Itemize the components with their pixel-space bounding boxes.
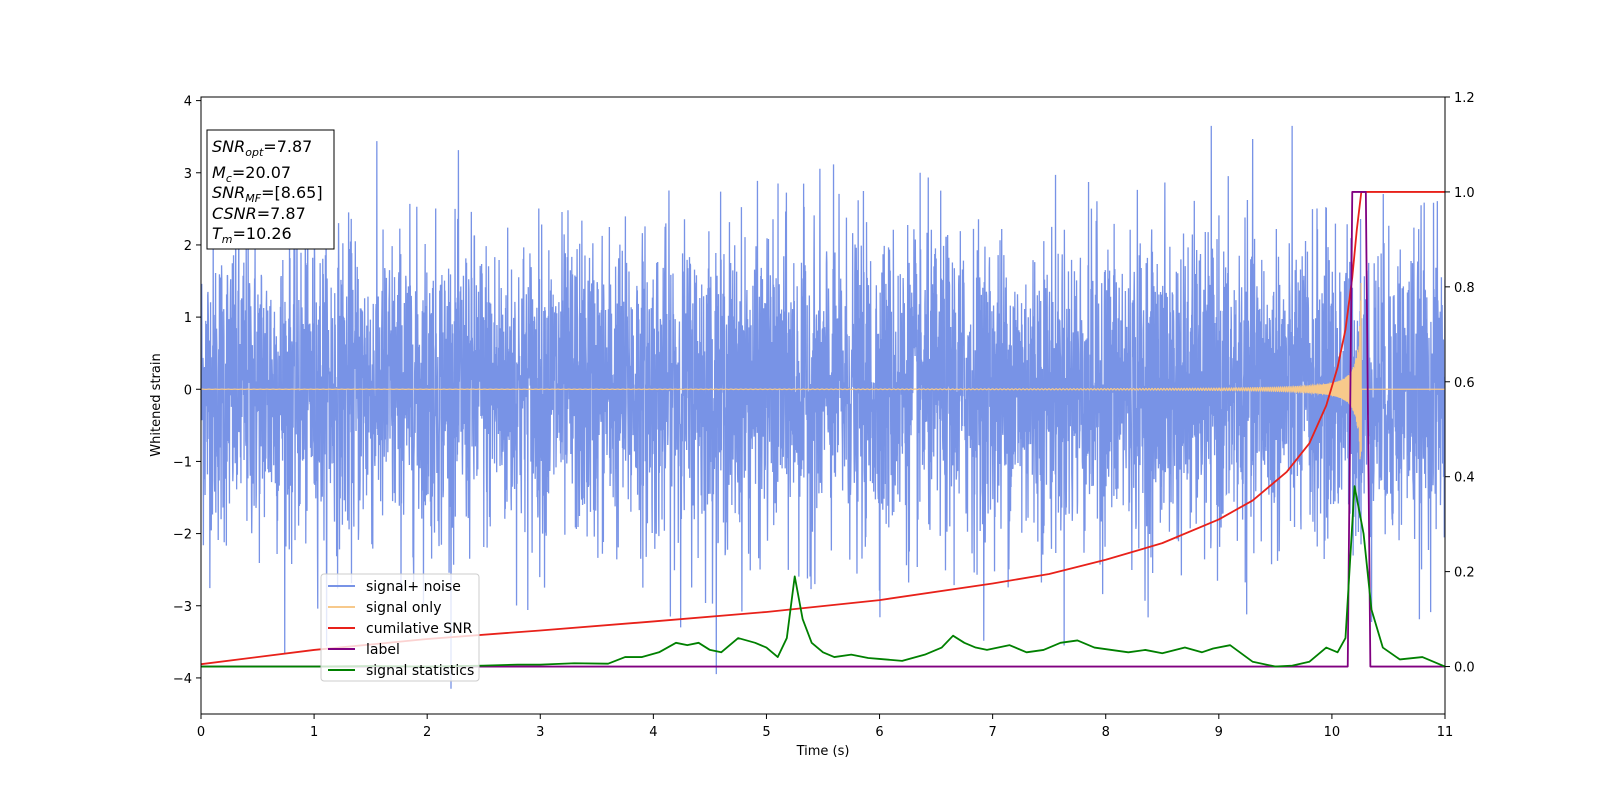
y2-tick-label: 0.6 [1454, 376, 1475, 391]
series-signal-noise [201, 125, 1445, 689]
info-tm: Tm=10.26 [212, 224, 292, 246]
y-axis-right: 0.0 0.2 0.4 0.6 0.8 1.0 1.2 [1445, 91, 1475, 676]
y2-tick-label: 1.2 [1454, 91, 1475, 106]
y-axis-left: −4 −3 −2 −1 0 1 2 3 4 [173, 95, 201, 687]
y-tick-label: −2 [173, 528, 192, 543]
info-csnr: CSNR=7.87 [212, 204, 306, 223]
x-tick-label: 1 [310, 725, 318, 740]
legend-label-signal-only: signal only [366, 600, 441, 616]
plot-frame [200, 96, 1446, 715]
y2-tick-label: 0.8 [1454, 281, 1475, 296]
y-axis-label: Whitened strain [149, 353, 164, 456]
x-axis: 0 1 2 3 4 5 6 7 8 9 10 11 [197, 714, 1453, 740]
y-tick-label: −4 [173, 672, 192, 687]
info-snr-mf: SNRMF=[8.65] [212, 183, 323, 205]
x-tick-label: 2 [423, 725, 431, 740]
y-tick-label: −3 [173, 600, 192, 615]
series-signal-only [201, 282, 1445, 460]
legend: signal+ noise signal only cumilative SNR la… [320, 573, 480, 682]
x-tick-label: 8 [1102, 725, 1110, 740]
y-tick-label: 4 [184, 95, 192, 110]
y2-tick-label: 0.4 [1454, 471, 1475, 486]
y-tick-label: 0 [184, 383, 192, 398]
x-tick-label: 3 [536, 725, 544, 740]
x-tick-label: 5 [762, 725, 770, 740]
x-tick-label: 4 [649, 725, 657, 740]
x-axis-label: Time (s) [796, 744, 850, 759]
y2-tick-label: 0.2 [1454, 566, 1475, 581]
x-tick-label: 6 [875, 725, 883, 740]
series-cumulative-snr [201, 191, 1445, 666]
series-signal-statistics [201, 485, 1445, 668]
info-box-frame [206, 129, 335, 250]
legend-label-signal-noise: signal+ noise [366, 579, 461, 595]
y-tick-label: −1 [173, 455, 192, 470]
y2-tick-label: 1.0 [1454, 186, 1475, 201]
y-tick-label: 1 [184, 311, 192, 326]
legend-label-cumulative-snr: cumilative SNR [366, 621, 473, 637]
y-tick-label: 2 [184, 239, 192, 254]
x-tick-label: 0 [197, 725, 205, 740]
info-snr-opt: SNRopt=7.87 [212, 137, 312, 159]
legend-label-label: label [366, 642, 400, 658]
series-label [201, 191, 1445, 668]
legend-frame [320, 573, 480, 682]
x-tick-label: 10 [1324, 725, 1341, 740]
info-box: SNRopt=7.87 Mc=20.07 SNRMF=[8.65] CSNR=7… [206, 129, 335, 250]
info-mc: Mc=20.07 [212, 163, 291, 185]
x-tick-label: 9 [1215, 725, 1223, 740]
x-tick-label: 7 [988, 725, 996, 740]
y2-tick-label: 0.0 [1454, 661, 1475, 676]
legend-label-signal-statistics: signal statistics [366, 663, 474, 679]
series-layer [201, 125, 1445, 689]
y-tick-label: 3 [184, 167, 192, 182]
x-tick-label: 11 [1437, 725, 1454, 740]
